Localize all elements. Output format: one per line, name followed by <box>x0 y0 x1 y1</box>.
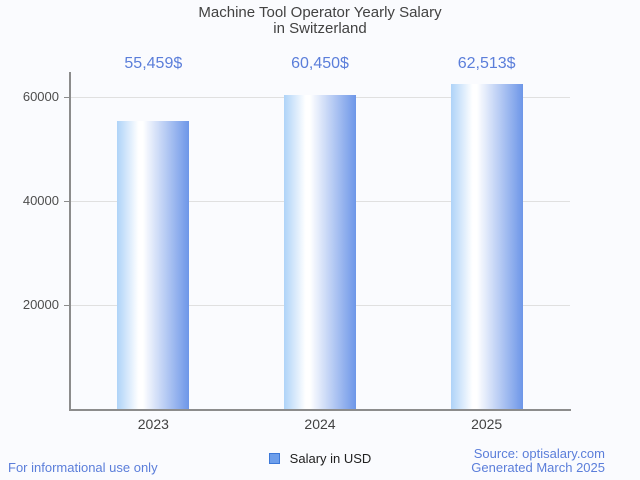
bar <box>117 121 190 409</box>
x-axis-label: 2024 <box>304 416 336 432</box>
chart-legend: Salary in USD <box>0 449 640 467</box>
x-axis-label: 2025 <box>471 416 503 432</box>
footer-disclaimer: For informational use only <box>8 460 158 475</box>
bar-value-label: 62,513$ <box>457 55 516 72</box>
chart-title: Machine Tool Operator Yearly Salary in S… <box>0 5 640 37</box>
y-axis-tick <box>64 97 70 98</box>
footer-source: Source: optisalary.com Generated March 2… <box>471 447 605 475</box>
y-axis-line <box>69 72 71 411</box>
y-axis-tick <box>64 305 70 306</box>
bar <box>450 84 523 409</box>
y-axis-label: 60000 <box>22 89 59 104</box>
y-axis-tick <box>64 201 70 202</box>
chart-title-line-2: in Switzerland <box>273 20 367 37</box>
x-axis-label: 2023 <box>137 416 169 432</box>
bar <box>284 95 356 409</box>
footer-generated-line: Generated March 2025 <box>471 460 605 475</box>
bar-value-label: 55,459$ <box>124 55 183 72</box>
y-axis-label: 20000 <box>22 297 59 312</box>
y-axis-label: 40000 <box>22 193 59 208</box>
x-axis-line <box>69 409 571 411</box>
footer-source-line: Source: optisalary.com <box>473 446 605 461</box>
legend-swatch-icon <box>268 452 280 464</box>
bar-value-label: 60,450$ <box>291 55 349 72</box>
chart-title-line-1: Machine Tool Operator Yearly Salary <box>198 4 442 21</box>
legend-label: Salary in USD <box>289 450 372 466</box>
